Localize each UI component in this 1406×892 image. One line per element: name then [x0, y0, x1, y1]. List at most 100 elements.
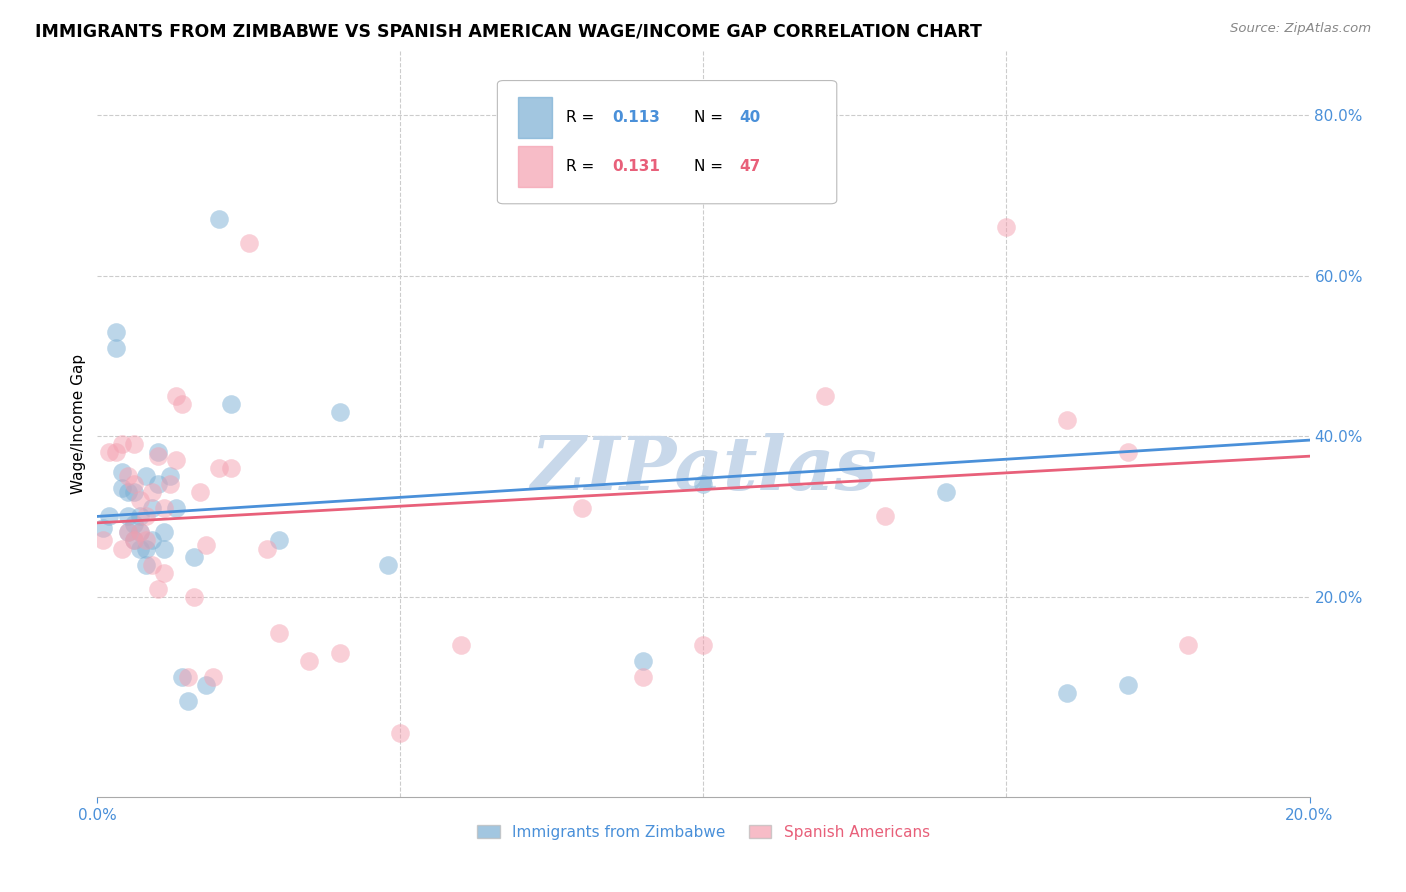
Point: [329, 646, 352, 660]
Point: [110, 437, 132, 451]
Point: [995, 220, 1018, 235]
Point: [190, 485, 212, 500]
Point: [117, 469, 139, 483]
Point: [117, 509, 139, 524]
Point: [165, 501, 187, 516]
Point: [135, 469, 157, 483]
Point: [117, 525, 139, 540]
Point: [219, 397, 242, 411]
Point: [117, 485, 139, 500]
Point: [450, 638, 472, 652]
Point: [875, 509, 897, 524]
Point: [135, 533, 157, 548]
Point: [814, 389, 837, 403]
Point: [195, 537, 218, 551]
Point: [571, 501, 593, 516]
Text: N =: N =: [693, 159, 728, 174]
Point: [153, 541, 176, 556]
Point: [141, 485, 163, 500]
Text: R =: R =: [567, 111, 599, 126]
Point: [177, 694, 200, 708]
Point: [141, 533, 163, 548]
FancyBboxPatch shape: [498, 80, 837, 203]
Point: [93, 533, 115, 548]
Point: [110, 481, 132, 495]
Point: [1177, 638, 1199, 652]
Point: [146, 445, 169, 459]
Point: [269, 533, 291, 548]
Point: [104, 325, 127, 339]
Point: [122, 437, 145, 451]
Point: [135, 558, 157, 572]
Point: [153, 501, 176, 516]
Text: ZIPatlas: ZIPatlas: [530, 433, 877, 505]
Point: [128, 525, 150, 540]
Point: [141, 501, 163, 516]
Point: [153, 525, 176, 540]
Bar: [517, 146, 553, 187]
Point: [389, 726, 412, 740]
Point: [128, 509, 150, 524]
Text: R =: R =: [567, 159, 599, 174]
Point: [195, 678, 218, 692]
Point: [104, 445, 127, 459]
Point: [631, 670, 654, 684]
Point: [122, 517, 145, 532]
Point: [269, 625, 291, 640]
Point: [329, 405, 352, 419]
Point: [128, 525, 150, 540]
Text: N =: N =: [693, 111, 728, 126]
Y-axis label: Wage/Income Gap: Wage/Income Gap: [72, 354, 86, 494]
Point: [165, 389, 187, 403]
Bar: [517, 97, 553, 138]
Point: [172, 670, 194, 684]
Text: 0.113: 0.113: [613, 111, 661, 126]
Point: [110, 465, 132, 479]
Point: [104, 341, 127, 355]
Point: [183, 549, 205, 564]
Point: [98, 509, 121, 524]
Point: [298, 654, 321, 668]
Point: [377, 558, 399, 572]
Point: [1056, 686, 1078, 700]
Point: [238, 236, 260, 251]
Point: [146, 582, 169, 596]
Point: [141, 558, 163, 572]
Text: 40: 40: [740, 111, 761, 126]
Point: [122, 533, 145, 548]
Point: [98, 445, 121, 459]
Point: [1056, 413, 1078, 427]
Point: [177, 670, 200, 684]
Point: [207, 212, 229, 227]
Text: IMMIGRANTS FROM ZIMBABWE VS SPANISH AMERICAN WAGE/INCOME GAP CORRELATION CHART: IMMIGRANTS FROM ZIMBABWE VS SPANISH AMER…: [35, 22, 981, 40]
Legend: Immigrants from Zimbabwe, Spanish Americans: Immigrants from Zimbabwe, Spanish Americ…: [471, 819, 936, 846]
Point: [935, 485, 957, 500]
Point: [219, 461, 242, 475]
Text: 47: 47: [740, 159, 761, 174]
Point: [128, 541, 150, 556]
Point: [128, 493, 150, 508]
Point: [122, 485, 145, 500]
Point: [165, 453, 187, 467]
Point: [201, 670, 224, 684]
Point: [207, 461, 229, 475]
Point: [172, 397, 194, 411]
Point: [692, 477, 714, 491]
Text: 0.131: 0.131: [613, 159, 661, 174]
Point: [631, 654, 654, 668]
Point: [135, 541, 157, 556]
Point: [110, 541, 132, 556]
Point: [692, 638, 714, 652]
Point: [146, 449, 169, 463]
Point: [183, 590, 205, 604]
Point: [117, 525, 139, 540]
Point: [153, 566, 176, 580]
Point: [1116, 445, 1139, 459]
Point: [122, 477, 145, 491]
Point: [159, 477, 181, 491]
Text: Source: ZipAtlas.com: Source: ZipAtlas.com: [1230, 22, 1371, 36]
Point: [93, 521, 115, 535]
Point: [159, 469, 181, 483]
Point: [135, 509, 157, 524]
Point: [146, 477, 169, 491]
